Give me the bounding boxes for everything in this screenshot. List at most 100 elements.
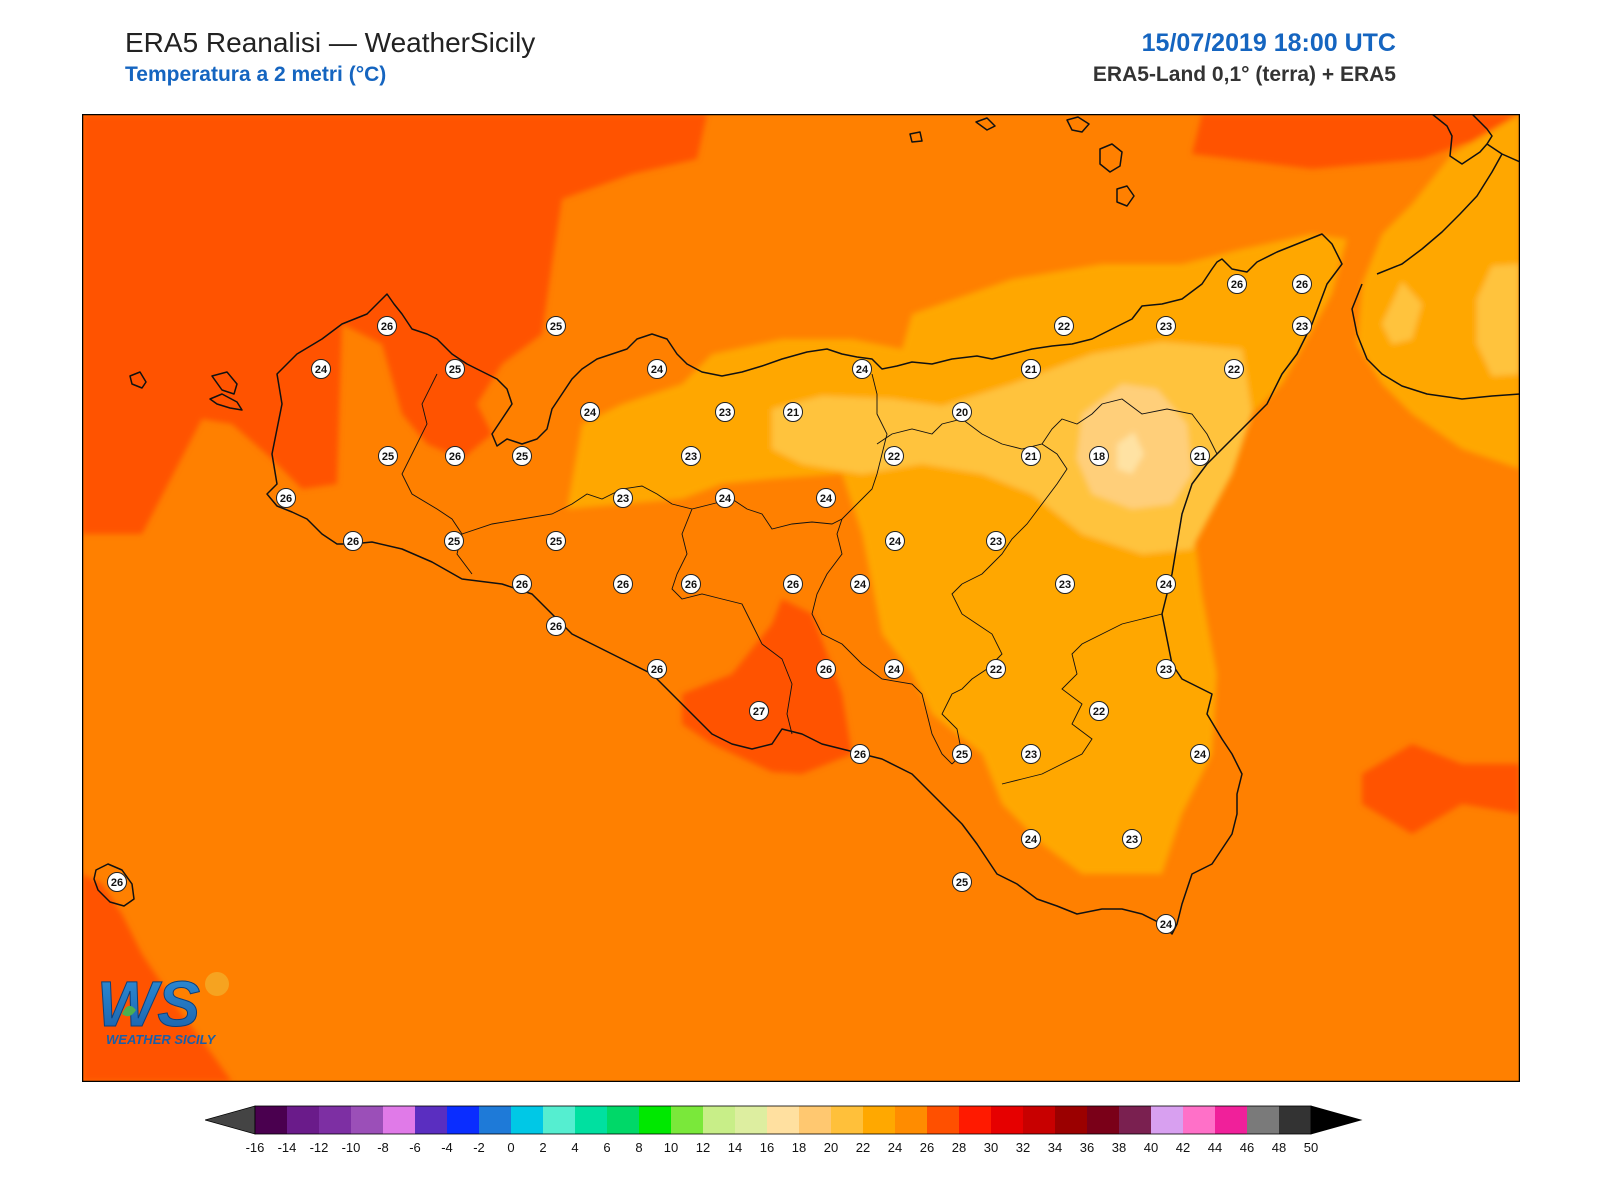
station-marker: 25	[444, 531, 464, 551]
station-value: 21	[1025, 364, 1037, 376]
station-value: 22	[1093, 706, 1105, 718]
station-value: 26	[550, 621, 562, 633]
station-circle	[546, 316, 566, 336]
station-marker: 23	[1122, 829, 1142, 849]
logo-caption: WEATHER SICILY	[106, 1032, 217, 1047]
colorbar-box	[287, 1106, 319, 1134]
station-circle	[783, 402, 803, 422]
station-marker: 21	[1190, 446, 1210, 466]
station-circle	[1089, 701, 1109, 721]
colorbar-boxes	[205, 1105, 1363, 1135]
station-value: 26	[516, 579, 528, 591]
station-value: 26	[449, 451, 461, 463]
station-value: 20	[956, 407, 968, 419]
station-value: 23	[1025, 749, 1037, 761]
station-marker: 23	[715, 402, 735, 422]
station-value: 26	[787, 579, 799, 591]
zone-26-28-northeast	[1192, 114, 1520, 169]
station-marker: 26	[681, 574, 701, 594]
map-frame	[82, 114, 1520, 1082]
station-value: 24	[889, 536, 902, 548]
station-value: 23	[1059, 579, 1071, 591]
station-circle	[783, 574, 803, 594]
logo-sun-icon	[205, 972, 229, 996]
colorbar-box	[1055, 1106, 1087, 1134]
station-circle	[850, 744, 870, 764]
border-palermo-messina	[841, 373, 888, 520]
colorbar-box	[831, 1106, 863, 1134]
station-marker: 26	[512, 574, 532, 594]
colorbar-tick-label: -8	[377, 1140, 389, 1155]
station-marker: 24	[580, 402, 600, 422]
zone-20-22-east-a	[1382, 282, 1422, 344]
station-marker: 23	[681, 446, 701, 466]
colorbar-tick-label: 28	[952, 1140, 966, 1155]
zone-26-28-pantelleria	[82, 874, 232, 1082]
zone-26-28-southeast	[1362, 744, 1520, 834]
colorbar-tick-label: 26	[920, 1140, 934, 1155]
colorbar-tick-label: 2	[539, 1140, 546, 1155]
colorbar-tick-label: 44	[1208, 1140, 1222, 1155]
colorbar-box	[447, 1106, 479, 1134]
station-value: 26	[651, 664, 663, 676]
station-circle	[1156, 914, 1176, 934]
header-left: ERA5 Reanalisi — WeatherSicily Temperatu…	[125, 26, 535, 90]
colorbar-box	[1279, 1106, 1311, 1134]
station-value: 23	[990, 536, 1002, 548]
aeolian-island-1	[975, 117, 996, 131]
station-marker: 26	[546, 616, 566, 636]
station-circle	[107, 872, 127, 892]
colorbar-tick-label: 34	[1048, 1140, 1062, 1155]
colorbar-box	[607, 1106, 639, 1134]
colorbar-tick-label: 8	[635, 1140, 642, 1155]
colorbar-box	[927, 1106, 959, 1134]
station-marker: 24	[1021, 829, 1041, 849]
colorbar-tick-label: 24	[888, 1140, 902, 1155]
station-circle	[512, 446, 532, 466]
station-marker: 24	[850, 574, 870, 594]
colorbar-box	[863, 1106, 895, 1134]
station-circle	[613, 574, 633, 594]
colorbar-tick-label: 30	[984, 1140, 998, 1155]
colorbar-box	[799, 1106, 831, 1134]
station-value: 25	[382, 451, 394, 463]
station-circle	[512, 574, 532, 594]
colorbar-over-arrow	[1310, 1105, 1363, 1135]
station-value: 26	[347, 536, 359, 548]
colorbar-tick-label: -10	[342, 1140, 361, 1155]
station-value: 25	[956, 877, 968, 889]
colorbar-box	[703, 1106, 735, 1134]
station-marker: 20	[952, 402, 972, 422]
station-circle	[952, 744, 972, 764]
station-value: 26	[820, 664, 832, 676]
colorbar-box	[671, 1106, 703, 1134]
colorbar-box	[255, 1106, 287, 1134]
station-marker: 27	[749, 701, 769, 721]
weather-sicily-logo: WS WEATHER SICILY	[97, 968, 229, 1047]
station-value: 24	[888, 664, 901, 676]
station-marker: 23	[613, 488, 633, 508]
station-value: 23	[1126, 834, 1138, 846]
station-value: 26	[381, 321, 393, 333]
station-marker: 21	[783, 402, 803, 422]
colorbar-tick-label: 18	[792, 1140, 806, 1155]
station-circle	[884, 446, 904, 466]
station-circle	[852, 359, 872, 379]
station-circle	[952, 872, 972, 892]
colorbar-box	[895, 1106, 927, 1134]
colorbar-box	[1119, 1106, 1151, 1134]
colorbar-box	[511, 1106, 543, 1134]
colorbar-box	[351, 1106, 383, 1134]
station-marker: 24	[647, 359, 667, 379]
station-marker: 22	[1089, 701, 1109, 721]
station-circle	[1021, 446, 1041, 466]
station-marker: 24	[816, 488, 836, 508]
station-circle	[1292, 274, 1312, 294]
colorbar-box	[1151, 1106, 1183, 1134]
station-marker: 21	[1021, 446, 1041, 466]
station-marker: 24	[884, 659, 904, 679]
station-value: 26	[685, 579, 697, 591]
station-circle	[1156, 659, 1176, 679]
station-value: 22	[888, 451, 900, 463]
colorbar-box	[959, 1106, 991, 1134]
